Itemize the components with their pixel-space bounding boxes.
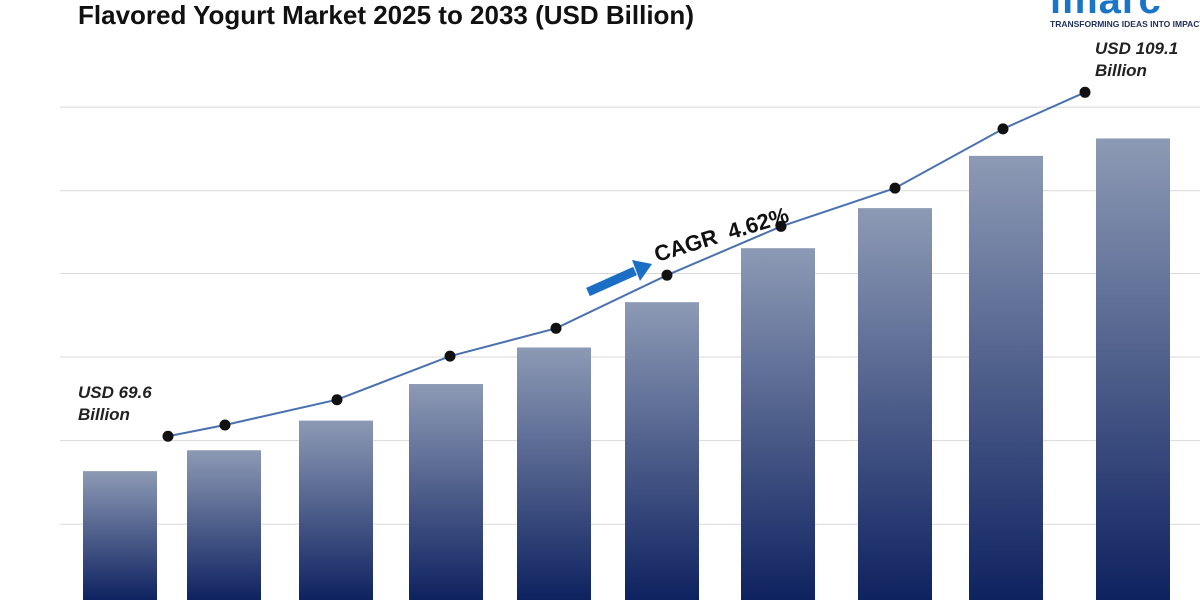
trend-point xyxy=(331,394,343,406)
value-label: USD 109.1 Billion xyxy=(1095,39,1179,81)
value-label: USD 69.6 Billion xyxy=(78,383,152,425)
trend-point xyxy=(775,220,787,232)
trend-line xyxy=(167,91,1086,438)
logo: imarc xyxy=(1050,0,1162,22)
trend-point xyxy=(1079,86,1091,98)
bar xyxy=(187,450,261,600)
bar xyxy=(517,347,591,600)
trend-point xyxy=(444,350,456,362)
cagr-arrow xyxy=(586,260,652,297)
bar xyxy=(409,384,483,600)
trend-point xyxy=(162,430,174,442)
trend-point xyxy=(889,182,901,194)
bar xyxy=(969,155,1043,600)
chart-title: Flavored Yogurt Market 2025 to 2033 (USD… xyxy=(78,0,694,30)
bar xyxy=(625,302,699,600)
trend-point xyxy=(219,419,231,431)
bar xyxy=(1096,138,1170,600)
bar xyxy=(858,208,932,600)
bar xyxy=(83,471,157,600)
logo-tagline: TRANSFORMING IDEAS INTO IMPACT xyxy=(1050,19,1200,29)
trend-point xyxy=(997,123,1009,135)
bar xyxy=(299,420,373,600)
trend-point xyxy=(661,269,673,281)
bar xyxy=(741,248,815,600)
trend-point xyxy=(550,322,562,334)
